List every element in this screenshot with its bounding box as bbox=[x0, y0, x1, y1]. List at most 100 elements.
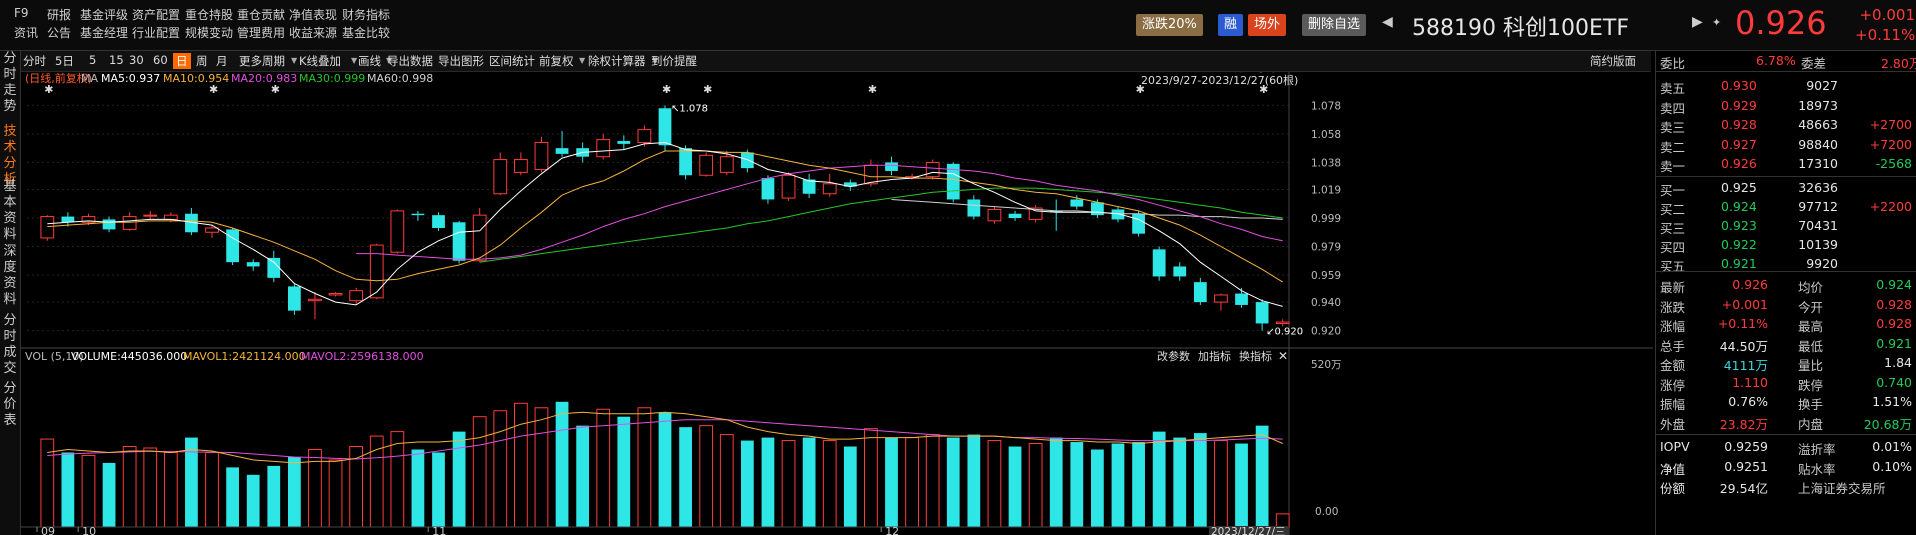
candle-body bbox=[802, 179, 816, 194]
top-menu-item[interactable]: 行业配置 bbox=[132, 26, 181, 40]
ask-price: 0.927 bbox=[1721, 136, 1757, 152]
ask-volume: 98840 bbox=[1798, 136, 1838, 152]
vol-legend-item: VOLUME:445036.000 bbox=[71, 350, 187, 363]
top-bar: F9 研报 基金评级 资产配置 重仓持股 重仓贡献 净值表现 财务指标 资讯 公告 基金经理 行业… bbox=[0, 0, 1916, 51]
dropdown-icon[interactable]: ▼ bbox=[386, 56, 393, 65]
volume-bar bbox=[905, 437, 919, 528]
left-tab-4[interactable]: 分时成交 bbox=[3, 313, 17, 376]
candle-body bbox=[1193, 282, 1207, 303]
candle-body bbox=[1152, 249, 1166, 277]
top-menu-item[interactable]: 管理费用 bbox=[237, 26, 286, 40]
dropdown-icon[interactable]: ▼ bbox=[291, 56, 298, 65]
toolbar-item[interactable]: 30 bbox=[129, 53, 144, 67]
limit-tag[interactable]: 涨跌20% bbox=[1136, 14, 1203, 36]
vol-action-button[interactable]: 改参数 bbox=[1157, 349, 1190, 363]
price-change-pct: +0.11% bbox=[1855, 26, 1916, 44]
bid-label: 买五 bbox=[1660, 259, 1686, 274]
top-menu-item[interactable]: 财务指标 bbox=[342, 8, 391, 22]
stat-label: 最新 bbox=[1660, 280, 1686, 295]
top-menu-item[interactable]: 资讯 bbox=[14, 26, 39, 40]
top-menu-item[interactable]: 基金比较 bbox=[342, 26, 391, 40]
stat-value: 0.928 bbox=[1876, 316, 1912, 331]
left-tab-3[interactable]: 深度资料 bbox=[3, 244, 17, 307]
volume-bar bbox=[452, 431, 466, 527]
candle-body bbox=[40, 216, 55, 239]
candle-body bbox=[246, 262, 260, 267]
top-menu-item[interactable]: 重仓贡献 bbox=[237, 8, 286, 22]
simple-layout-button[interactable]: 简约版面 bbox=[1590, 54, 1636, 68]
toolbar-item[interactable]: 周 bbox=[196, 54, 208, 68]
period-toolbar: 简约版面 分时 5日 5 15 30 60 日周月更多周期 ▼ K线叠加 ▼ 画线 ▼ 导出数据 导出图形… bbox=[21, 51, 1651, 72]
toolbar-item[interactable]: 更多周期 bbox=[239, 54, 285, 68]
volume-bar bbox=[102, 462, 116, 527]
toolbar-item[interactable]: 导出图形 bbox=[438, 54, 484, 68]
candle-body bbox=[1214, 294, 1228, 303]
vol-action-button[interactable]: 换指标 bbox=[1239, 349, 1272, 363]
toolbar-item[interactable]: 分时 bbox=[23, 54, 46, 68]
candle-body bbox=[1008, 213, 1022, 218]
bid-price: 0.925 bbox=[1721, 180, 1757, 195]
y-tick-label: 0.940 bbox=[1311, 297, 1341, 309]
y-tick-label: 0.959 bbox=[1311, 270, 1341, 282]
toolbar-item[interactable]: 到价提醒 bbox=[651, 54, 697, 68]
ask-price: 0.929 bbox=[1721, 97, 1757, 113]
stat-label: 外盘 bbox=[1660, 416, 1686, 432]
event-marker: ✱ bbox=[662, 83, 671, 96]
top-menu-item[interactable]: 基金评级 bbox=[80, 8, 129, 22]
y-tick-label: 0.920 bbox=[1311, 326, 1341, 338]
volume-bar bbox=[864, 428, 878, 528]
left-tab-5[interactable]: 分价表 bbox=[3, 381, 17, 428]
volume-bar bbox=[699, 425, 714, 528]
toolbar-item[interactable]: 月 bbox=[216, 54, 228, 68]
left-tab-0[interactable]: 分时走势 bbox=[3, 51, 17, 114]
toolbar-item[interactable]: 画线 bbox=[358, 54, 381, 68]
stat-label: 均价 bbox=[1798, 280, 1824, 295]
toolbar-item[interactable]: 5日 bbox=[55, 54, 74, 68]
vol-action-button[interactable]: 加指标 bbox=[1198, 349, 1231, 363]
volume-bar bbox=[885, 437, 898, 527]
prev-stock-icon[interactable]: ◀ bbox=[1382, 14, 1393, 30]
cursor-date-label: 2023/12/27/三 bbox=[1211, 526, 1286, 535]
toolbar-item[interactable]: 区间统计 bbox=[489, 54, 535, 68]
margin-tag[interactable]: 融 bbox=[1218, 14, 1244, 36]
bid-label: 买二 bbox=[1660, 202, 1686, 217]
kline-chart[interactable]: (日线,前复权)MA MA5:0.937 MA10:0.954 MA20:0.983 M… bbox=[21, 72, 1653, 535]
toolbar-item[interactable]: 导出数据 bbox=[387, 54, 433, 68]
dropdown-icon[interactable]: ▼ bbox=[351, 56, 358, 65]
top-menu-item[interactable]: 资产配置 bbox=[132, 8, 181, 22]
close-icon[interactable]: ✕ bbox=[1278, 349, 1288, 363]
toolbar-item[interactable]: 5 bbox=[89, 53, 97, 67]
toolbar-item[interactable]: 日 bbox=[173, 53, 191, 69]
remove-favorite-button[interactable]: 删除自选 bbox=[1302, 14, 1367, 36]
candle-body bbox=[740, 152, 754, 169]
fund-label: 溢折率 bbox=[1798, 442, 1836, 457]
top-menu-item[interactable]: 研报 bbox=[47, 8, 72, 22]
next-stock-icon[interactable]: ▶ bbox=[1692, 14, 1703, 30]
bid-change: +2200 bbox=[1869, 199, 1912, 214]
f9-key[interactable]: F9 bbox=[14, 6, 29, 20]
dropdown-icon[interactable]: ▼ bbox=[579, 56, 586, 65]
top-menu-item[interactable]: 净值表现 bbox=[289, 8, 338, 22]
toolbar-item[interactable]: 60 bbox=[153, 53, 168, 67]
volume-bar bbox=[1132, 442, 1145, 527]
pin-icon[interactable]: ✦ bbox=[1712, 16, 1722, 29]
top-menu-item[interactable]: 公告 bbox=[47, 26, 72, 40]
dropdown-icon[interactable]: ▼ bbox=[652, 56, 659, 65]
toolbar-item[interactable]: 15 bbox=[109, 53, 124, 67]
top-menu-item[interactable]: 基金经理 bbox=[80, 26, 129, 40]
stat-value: 1.110 bbox=[1732, 374, 1768, 390]
top-menu-item[interactable]: 收益来源 bbox=[289, 26, 338, 40]
toolbar-item[interactable]: K线叠加 bbox=[299, 54, 342, 68]
volume-bar bbox=[205, 451, 219, 528]
candle-body bbox=[843, 182, 857, 187]
stat-label: 总手 bbox=[1660, 338, 1686, 354]
toolbar-item[interactable]: 除权计算器 bbox=[588, 54, 646, 68]
candle-body bbox=[1173, 266, 1187, 277]
left-tab-2[interactable]: 基本资料 bbox=[3, 179, 17, 242]
top-menu-item[interactable]: 规模变动 bbox=[185, 26, 234, 40]
top-menu-item[interactable]: 重仓持股 bbox=[185, 8, 234, 22]
event-marker: ✱ bbox=[44, 83, 53, 96]
toolbar-item[interactable]: 前复权 bbox=[539, 54, 574, 68]
left-tab-1[interactable]: 技术分析 bbox=[3, 124, 17, 187]
offmarket-tag[interactable]: 场外 bbox=[1248, 14, 1287, 36]
